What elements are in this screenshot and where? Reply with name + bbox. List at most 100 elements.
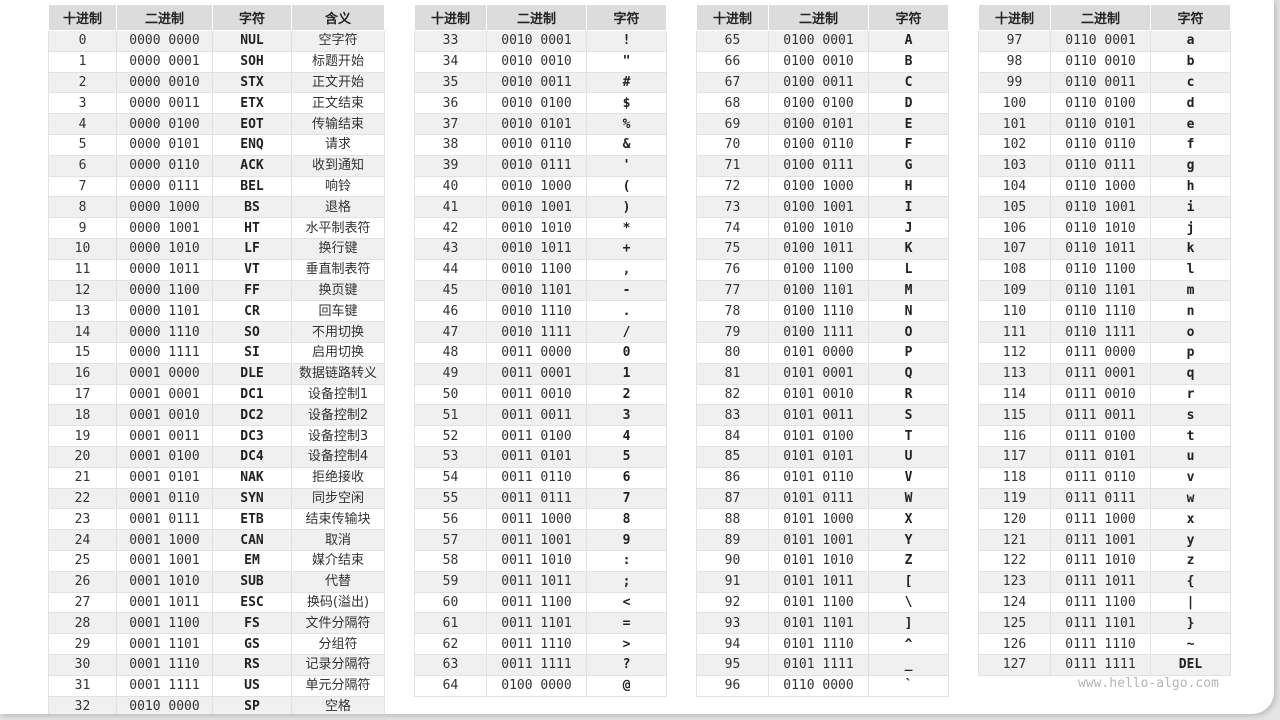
char-cell: EOT — [212, 113, 292, 135]
char-cell: ( — [586, 175, 667, 198]
binary-cell: 0010 1000 — [486, 175, 587, 198]
table-row: 81 0101 0001 Q — [696, 362, 949, 385]
table-row: 110 0110 1110 n — [978, 300, 1231, 323]
char-cell: 6 — [586, 466, 667, 489]
decimal-cell: 94 — [696, 633, 769, 655]
char-cell: % — [586, 113, 667, 135]
char-cell: - — [586, 279, 667, 302]
decimal-cell: 87 — [696, 487, 769, 510]
decimal-cell: 21 — [48, 466, 117, 489]
table-row: 105 0110 1001 i — [978, 196, 1231, 219]
binary-cell: 0110 1110 — [1050, 300, 1151, 323]
binary-cell: 0000 0101 — [116, 133, 213, 156]
binary-cell: 0010 1010 — [486, 217, 587, 239]
decimal-cell: 23 — [48, 508, 117, 531]
table-row: 34 0010 0010 " — [414, 50, 667, 73]
table-row: 122 0111 1010 z — [978, 549, 1231, 572]
decimal-cell: 14 — [48, 321, 117, 343]
binary-cell: 0000 0001 — [116, 50, 213, 73]
binary-cell: 0010 0000 — [116, 695, 213, 714]
char-cell: J — [868, 217, 949, 239]
char-cell: @ — [586, 674, 667, 697]
char-cell: t — [1150, 425, 1231, 447]
meaning-cell: 请求 — [291, 133, 385, 156]
char-cell: NAK — [212, 466, 292, 489]
char-cell: L — [868, 258, 949, 281]
table-row: 19 0001 0011 DC3 设备控制3 — [48, 425, 385, 447]
table-row: 112 0111 0000 p — [978, 341, 1231, 364]
binary-cell: 0001 1001 — [116, 549, 213, 572]
decimal-cell: 123 — [978, 570, 1051, 593]
char-cell: b — [1150, 50, 1231, 73]
binary-cell: 0110 0100 — [1050, 92, 1151, 115]
decimal-cell: 3 — [48, 92, 117, 115]
decimal-cell: 29 — [48, 633, 117, 655]
char-cell: = — [586, 612, 667, 635]
table-row: 30 0001 1110 RS 记录分隔符 — [48, 653, 385, 676]
binary-cell: 0111 0001 — [1050, 362, 1151, 385]
binary-cell: 0100 0100 — [768, 92, 869, 115]
char-cell: s — [1150, 404, 1231, 427]
table-row: 85 0101 0101 U — [696, 445, 949, 468]
binary-cell: 0010 0111 — [486, 154, 587, 177]
decimal-cell: 4 — [48, 113, 117, 135]
char-cell: z — [1150, 549, 1231, 572]
table-row: 83 0101 0011 S — [696, 404, 949, 427]
decimal-cell: 50 — [414, 383, 487, 406]
decimal-cell: 6 — [48, 154, 117, 177]
char-cell: 9 — [586, 529, 667, 551]
decimal-cell: 58 — [414, 549, 487, 572]
decimal-cell: 116 — [978, 425, 1051, 447]
binary-cell: 0100 0111 — [768, 154, 869, 177]
decimal-cell: 85 — [696, 445, 769, 468]
char-cell: \ — [868, 591, 949, 614]
decimal-cell: 47 — [414, 321, 487, 343]
meaning-cell: 空字符 — [291, 30, 385, 52]
char-cell: p — [1150, 341, 1231, 364]
table-row: 89 0101 1001 Y — [696, 529, 949, 551]
table-row: 29 0001 1101 GS 分组符 — [48, 633, 385, 655]
char-cell: P — [868, 341, 949, 364]
decimal-cell: 105 — [978, 196, 1051, 219]
table-row: 71 0100 0111 G — [696, 154, 949, 177]
binary-cell: 0101 0010 — [768, 383, 869, 406]
char-cell: FS — [212, 612, 292, 635]
char-cell: ` — [868, 674, 949, 697]
binary-cell: 0111 0110 — [1050, 466, 1151, 489]
decimal-cell: 64 — [414, 674, 487, 697]
char-cell: U — [868, 445, 949, 468]
table-row: 53 0011 0101 5 — [414, 445, 667, 468]
decimal-cell: 97 — [978, 30, 1051, 52]
meaning-cell: 空格 — [291, 695, 385, 714]
binary-cell: 0011 1110 — [486, 633, 587, 655]
char-cell: DLE — [212, 362, 292, 385]
decimal-cell: 107 — [978, 237, 1051, 260]
char-cell: > — [586, 633, 667, 655]
table-row: 44 0010 1100, — [414, 258, 667, 281]
char-cell: { — [1150, 570, 1231, 593]
decimal-cell: 30 — [48, 653, 117, 676]
binary-cell: 0111 1011 — [1050, 570, 1151, 593]
binary-cell: 0101 1100 — [768, 591, 869, 614]
meaning-cell: 回车键 — [291, 300, 385, 323]
binary-cell: 0010 1111 — [486, 321, 587, 343]
char-cell: ~ — [1150, 633, 1231, 655]
meaning-cell: 数据链路转义 — [291, 362, 385, 385]
decimal-cell: 101 — [978, 113, 1051, 135]
char-cell: M — [868, 279, 949, 302]
table-row: 5 0000 0101 ENQ 请求 — [48, 133, 385, 156]
decimal-cell: 81 — [696, 362, 769, 385]
meaning-cell: 设备控制2 — [291, 404, 385, 427]
table-row: 9 0000 1001 HT 水平制表符 — [48, 217, 385, 239]
table-row: 73 0100 1001 I — [696, 196, 949, 219]
table-row: 48 0011 0000 0 — [414, 341, 667, 364]
table-row: 115 0111 0011 s — [978, 404, 1231, 427]
char-cell: y — [1150, 529, 1231, 551]
header-row: 十进制 二进制 字符 — [414, 4, 667, 31]
binary-cell: 0100 1111 — [768, 321, 869, 343]
char-cell: BS — [212, 196, 292, 219]
decimal-cell: 80 — [696, 341, 769, 364]
char-cell: ETB — [212, 508, 292, 531]
char-cell: VT — [212, 258, 292, 281]
decimal-cell: 39 — [414, 154, 487, 177]
